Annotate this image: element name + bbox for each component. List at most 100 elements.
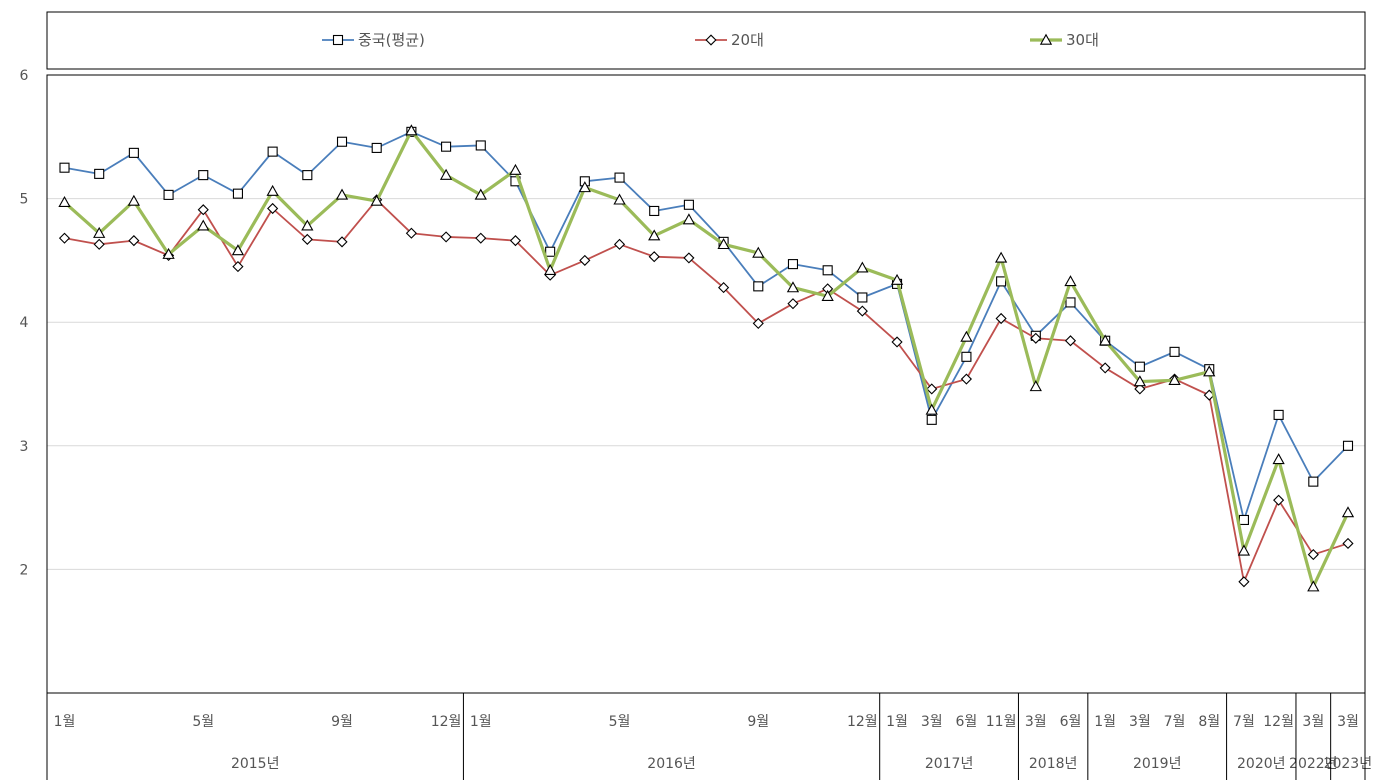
x-tick-label: 12월	[847, 714, 878, 730]
data-point-diamond	[301, 233, 313, 245]
data-point-diamond	[718, 282, 730, 294]
data-point-triangle	[578, 181, 591, 193]
x-tick-label: 9월	[331, 714, 353, 730]
data-point-triangle	[1039, 33, 1053, 45]
data-point-triangle	[821, 289, 834, 301]
data-point-diamond	[787, 298, 799, 310]
data-point-square	[336, 136, 348, 147]
data-point-square	[267, 146, 278, 157]
data-point-diamond	[267, 202, 279, 215]
data-point-diamond	[440, 231, 452, 243]
data-point-triangle	[1133, 375, 1146, 387]
x-group-label: 2023년	[1324, 756, 1373, 772]
x-tick-label: 1월	[886, 714, 908, 730]
data-point-triangle	[1237, 544, 1251, 556]
x-group-label: 2019년	[1133, 756, 1182, 772]
data-point-triangle	[405, 124, 418, 136]
data-point-square	[1238, 514, 1249, 526]
data-point-diamond	[856, 305, 868, 317]
data-point-square	[649, 205, 660, 217]
data-point-square	[996, 276, 1007, 287]
data-point-diamond	[405, 227, 417, 239]
x-group-label: 2017년	[925, 756, 974, 772]
data-point-triangle	[752, 246, 765, 258]
data-point-diamond	[1064, 335, 1077, 347]
data-point-triangle	[648, 229, 661, 241]
data-point-square	[683, 199, 694, 210]
y-tick-label: 2	[20, 562, 29, 578]
data-point-triangle	[301, 219, 314, 231]
y-tick-label: 5	[20, 192, 29, 208]
data-point-diamond	[509, 235, 522, 247]
data-point-diamond	[475, 232, 487, 244]
x-tick-label: 7월	[1164, 714, 1186, 730]
data-point-square	[545, 246, 556, 257]
data-point-triangle	[717, 237, 730, 250]
data-point-square	[1308, 476, 1319, 487]
x-tick-label: 12월	[431, 714, 462, 730]
data-point-diamond	[128, 235, 140, 247]
x-axis: 1월 5월 9월 12월 1월 5월 9월 12월 1월 3월 6월 11월 3월 6월 1월 3월 7월 8월 7…	[46, 693, 1373, 780]
legend: 중국(평균) 20대 30대	[322, 31, 1099, 49]
data-point-triangle	[925, 403, 938, 415]
x-group-label: 2018년	[1029, 756, 1078, 772]
data-point-square	[441, 141, 452, 152]
plot-area-border	[46, 74, 1366, 694]
data-point-triangle	[474, 188, 487, 200]
x-tick-label: 8월	[1198, 714, 1220, 730]
data-point-triangle	[786, 281, 800, 293]
x-tick-label: 11월	[986, 714, 1017, 730]
data-point-square	[1169, 346, 1180, 357]
data-point-diamond	[58, 232, 71, 244]
data-point-diamond	[232, 261, 244, 273]
x-tick-label: 7월	[1233, 714, 1255, 730]
data-point-triangle	[1307, 580, 1320, 592]
data-point-square	[128, 147, 139, 158]
series-line	[63, 129, 1350, 589]
data-point-triangle	[93, 226, 106, 238]
data-point-triangle	[231, 244, 245, 256]
data-point-square	[59, 162, 70, 173]
legend-entry: 30대	[1030, 31, 1099, 49]
data-point-diamond	[1099, 362, 1111, 374]
data-point-triangle	[856, 261, 869, 273]
series-line	[64, 198, 1349, 583]
data-point-square	[614, 172, 625, 183]
data-point-square	[94, 168, 105, 179]
data-point-triangle	[127, 194, 141, 206]
x-tick-label: 6월	[1060, 714, 1082, 730]
legend-label: 중국(평균)	[358, 31, 425, 49]
data-point-square	[371, 142, 382, 153]
data-point-square	[163, 189, 174, 200]
x-tick-label: 3월	[921, 714, 943, 730]
series-3	[58, 124, 1355, 592]
data-point-triangle	[1029, 380, 1042, 392]
data-point-triangle	[1203, 365, 1216, 377]
data-point-triangle	[162, 247, 175, 259]
data-point-square	[1273, 409, 1284, 420]
x-group-label: 2016년	[647, 756, 696, 772]
data-point-diamond	[336, 236, 348, 248]
data-point-square	[475, 140, 486, 151]
x-tick-label: 5월	[192, 714, 214, 730]
series-2	[58, 194, 1354, 588]
x-tick-label: 3월	[1337, 714, 1359, 730]
data-point-triangle	[58, 195, 71, 208]
data-point-square	[753, 281, 764, 292]
data-point-triangle	[960, 330, 973, 342]
data-point-diamond	[1030, 332, 1042, 344]
data-point-triangle	[1168, 373, 1181, 386]
data-point-square	[961, 351, 972, 362]
x-group-label: 2015년	[231, 756, 280, 772]
y-tick-label: 4	[20, 315, 29, 331]
data-point-diamond	[995, 312, 1007, 325]
data-point-square	[822, 265, 833, 276]
data-point-square	[857, 292, 868, 303]
data-point-triangle	[197, 219, 210, 231]
data-point-diamond	[705, 34, 717, 46]
data-point-triangle	[1272, 453, 1285, 465]
data-point-diamond	[752, 317, 764, 330]
series-layer	[58, 124, 1355, 592]
data-point-square	[232, 188, 243, 199]
data-point-square	[1342, 440, 1354, 451]
